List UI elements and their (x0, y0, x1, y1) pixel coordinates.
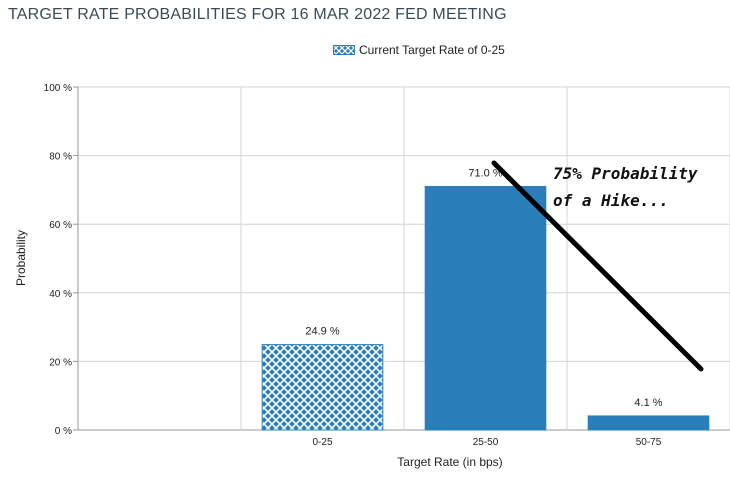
x-tick-label-50-75: 50-75 (636, 437, 662, 448)
bar-25-50 (424, 185, 547, 431)
annotation-line (491, 160, 704, 372)
annotation-line-2: of a Hike... (553, 191, 669, 210)
y-tick-label: 60 % (49, 220, 72, 231)
x-axis-label: Target Rate (in bps) (397, 455, 502, 469)
legend-swatch-hatched (333, 45, 355, 55)
data-label-50-75: 4.1 % (634, 397, 662, 409)
bar-0-25 (261, 344, 384, 431)
x-tick-label-25-50: 25-50 (473, 437, 499, 448)
legend: Current Target Rate of 0-25 (333, 43, 505, 57)
data-label-0-25: 24.9 % (305, 326, 339, 338)
bars (261, 185, 710, 431)
data-labels: 24.9 % 71.0 % 4.1 % (305, 167, 662, 408)
chart-title: TARGET RATE PROBABILITIES FOR 16 MAR 202… (8, 6, 507, 23)
y-tick-label: 0 % (55, 426, 72, 437)
y-axis-ticks: 0 % 20 % 40 % 60 % 80 % 100 % (44, 83, 72, 437)
annotation: 75% Probability of a Hike... (553, 160, 698, 214)
x-tick-label-0-25: 0-25 (312, 437, 332, 448)
y-tick-label: 100 % (44, 83, 72, 94)
annotation-line-1: 75% Probability (553, 164, 698, 183)
legend-label: Current Target Rate of 0-25 (359, 43, 505, 57)
y-tick-label: 80 % (49, 152, 72, 163)
data-label-25-50: 71.0 % (468, 167, 502, 179)
gridlines (73, 86, 730, 431)
y-tick-label: 20 % (49, 357, 72, 368)
y-axis-label: Probability (14, 230, 28, 286)
bar-50-75 (587, 415, 710, 431)
y-tick-label: 40 % (49, 289, 72, 300)
x-axis-ticks: 0-25 25-50 50-75 (312, 437, 661, 448)
